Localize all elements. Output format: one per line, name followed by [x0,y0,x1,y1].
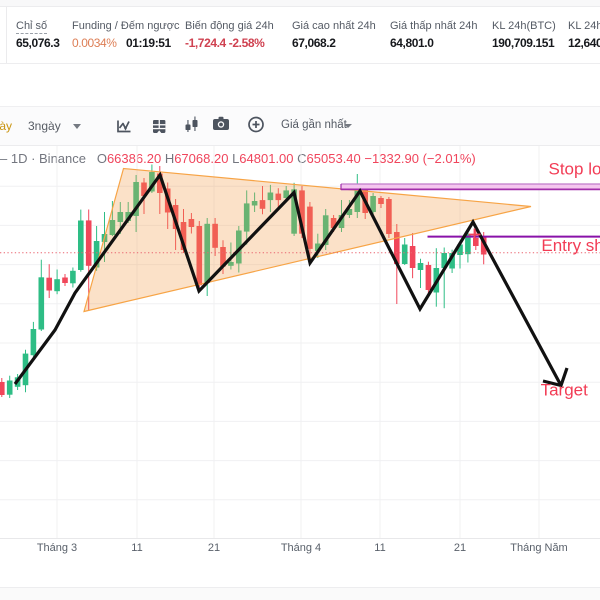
svg-text:Tháng Năm: Tháng Năm [510,542,567,554]
svg-text:Tháng 3: Tháng 3 [37,542,77,554]
svg-text:11: 11 [131,542,142,554]
svg-text:Entry short: Entry short [541,236,600,255]
svg-text:Stop loss: Stop loss [549,160,600,179]
svg-text:Tháng 4: Tháng 4 [281,542,321,554]
svg-text:Target: Target [541,380,589,399]
svg-text:21: 21 [208,542,220,554]
svg-text:11: 11 [374,542,385,554]
svg-text:21: 21 [454,542,466,554]
